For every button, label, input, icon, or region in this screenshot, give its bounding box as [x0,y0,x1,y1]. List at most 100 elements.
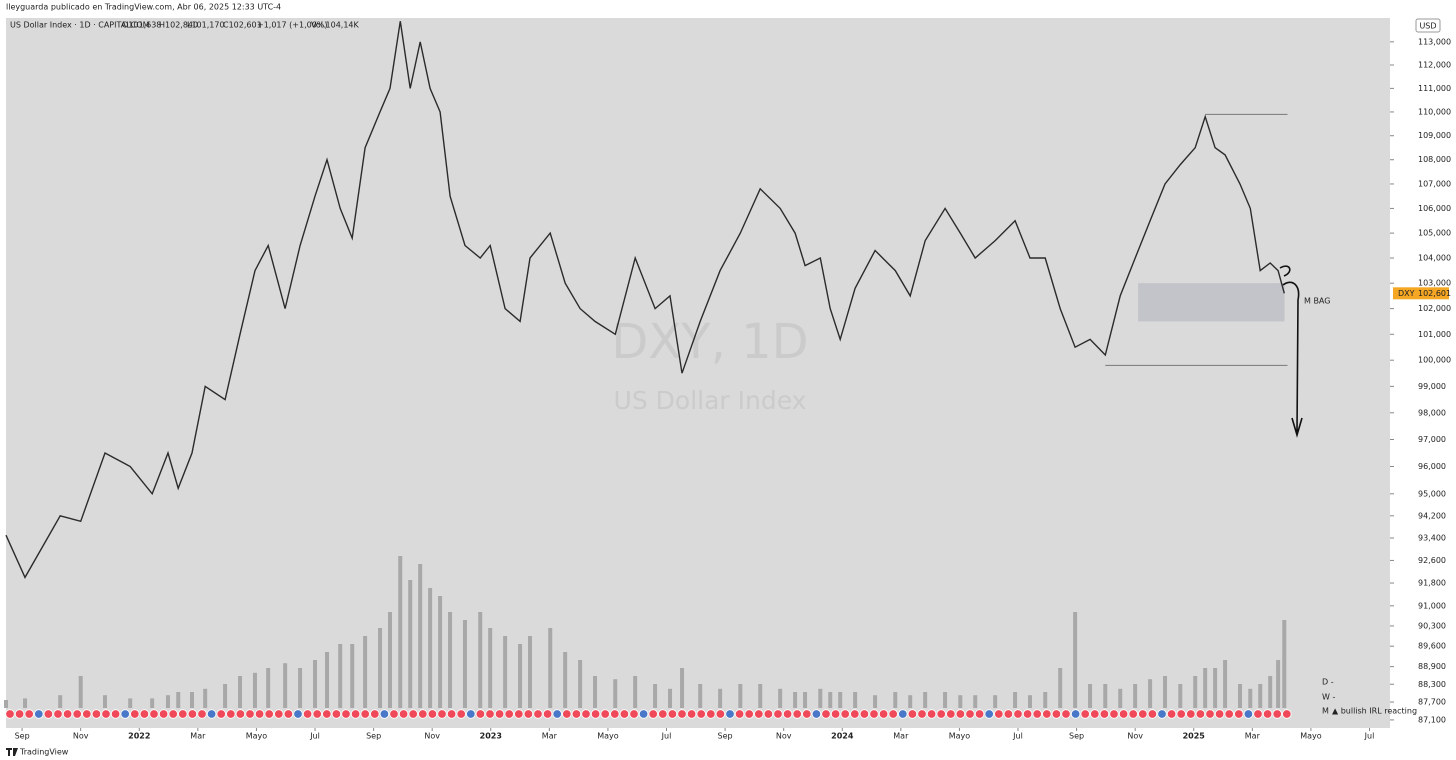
event-marker [264,709,274,719]
volume-bar [503,636,508,708]
y-tick-label: 88,300 [1418,680,1446,689]
event-marker [322,709,332,719]
event-marker [600,709,610,719]
volume-bar [1193,676,1198,708]
volume-bar [4,700,8,708]
event-marker [542,709,553,719]
event-marker [610,709,620,719]
event-marker [955,709,966,719]
x-tick-label: Mar [542,732,558,741]
event-marker [725,709,735,719]
volume-bar [818,688,823,708]
event-marker [43,709,54,719]
y-tick-label: 91,000 [1418,601,1446,610]
event-marker [907,709,918,719]
currency[interactable]: USD [1419,22,1436,31]
volume-bar [548,628,553,708]
volume-bar [1248,688,1253,708]
volume-bar [1088,684,1093,708]
event-marker [216,709,226,719]
volume-bar [973,695,978,708]
event-marker [206,709,217,719]
event-marker [456,709,466,719]
change: +1,017 (+1,00%) [257,21,328,30]
event-marker [811,709,822,719]
zone-label: M BAG [1304,297,1330,306]
event-marker [869,709,879,719]
event-marker [946,709,956,719]
event-marker [245,709,255,719]
x-tick-label: Mayo [597,732,619,741]
volume-bar [613,679,618,708]
event-marker [1262,709,1273,719]
event-marker [485,709,495,719]
event-marker [370,709,380,719]
event-marker [293,709,303,719]
y-tick-label: 93,400 [1418,534,1446,543]
x-tick-label: 2022 [128,732,150,741]
volume-bar [165,695,170,708]
volume-bar [150,698,155,708]
volume-bar [408,580,413,708]
volume-bar [1058,668,1063,708]
event-marker [158,709,169,719]
event-marker [53,709,63,719]
event-marker [686,709,697,719]
arrow-drawing [1279,265,1303,438]
x-tick-label: Jul [1012,732,1023,741]
y-tick-label: 111,000 [1418,84,1451,93]
event-marker [773,709,783,719]
volume-bar [1238,684,1243,708]
volume-bar [778,688,783,708]
y-tick-label: 104,000 [1418,254,1451,263]
volume-bar [313,660,318,708]
event-marker [197,709,207,719]
event-marker [1051,709,1062,719]
event-marker [139,709,150,719]
event-marker [552,709,562,719]
event-marker [706,709,716,719]
footer: TradingView [19,748,69,757]
watermark-name: US Dollar Index [614,386,807,415]
volume-bar [1163,676,1168,708]
volume-bar [1223,660,1228,708]
event-marker [494,709,505,719]
event-marker [667,709,678,719]
y-tick-label: 90,300 [1418,621,1446,630]
y-tick-label: 95,000 [1418,489,1446,498]
x-tick-label: 2023 [480,732,502,741]
y-tick-label: 92,600 [1418,556,1446,565]
currency-box[interactable] [1415,18,1441,33]
event-marker [379,709,390,719]
x-tick-label: 2025 [1183,732,1206,741]
event-marker [859,709,870,719]
volume-bar [593,676,598,708]
x-tick-label: Mayo [246,732,268,741]
volume-bar [1213,668,1218,708]
event-marker [523,709,534,719]
event-marker [1205,709,1215,719]
event-marker [1147,709,1158,719]
volume-bar [803,692,808,708]
event-marker [91,709,102,719]
x-tick-label: Jul [1364,732,1375,741]
event-marker [1186,709,1196,719]
volume-bar [1028,695,1033,708]
price-line [5,21,1285,579]
volume-bar [488,628,493,708]
volume-bar [1043,692,1048,708]
last-price-name: DXY [1398,289,1415,298]
event-marker [974,709,985,719]
volume-bar [378,628,383,708]
note-text: ▲ bullish IRL reacting [1332,707,1417,716]
event-marker [283,709,294,719]
event-marker [1022,709,1033,719]
volume-bar [668,688,673,708]
volume-bar [528,636,533,708]
event-marker [360,709,370,719]
plot-background [6,18,1390,728]
event-marker [1272,709,1282,719]
event-marker [619,709,630,719]
volume-bar [478,612,483,708]
